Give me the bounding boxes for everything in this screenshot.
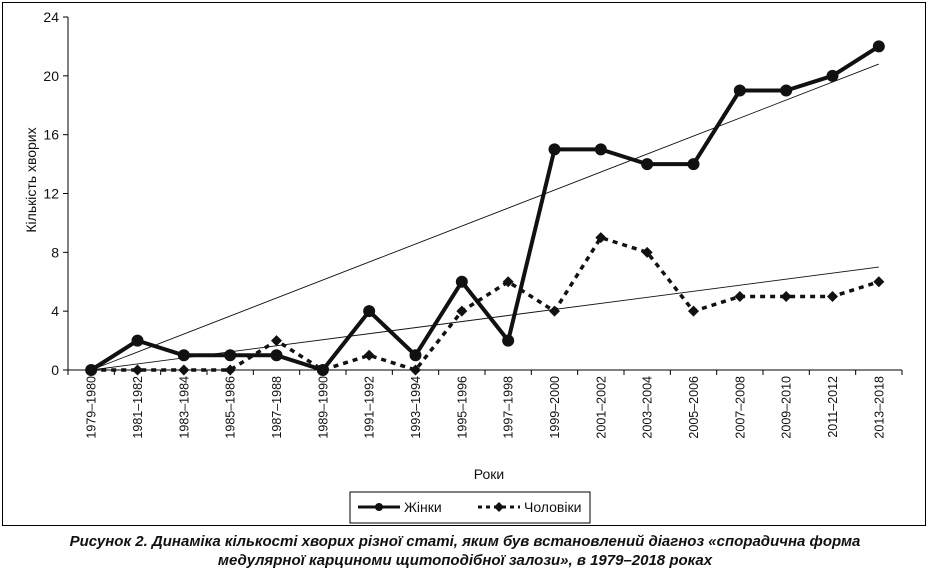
data-point-women [270, 349, 283, 362]
x-tick-label: 2013–2018 [872, 376, 886, 439]
caption-line-2: медулярної карциноми щитоподібної залози… [217, 552, 713, 569]
x-tick-label: 1997–1998 [502, 376, 516, 439]
x-tick-labels: 1979–1980 1981–1982 1983–1984 1985–1986 1987… [85, 376, 887, 439]
x-tick-label: 2005–2006 [687, 376, 701, 439]
data-point-women [316, 364, 329, 376]
x-axis-label: Роки [474, 466, 504, 482]
data-point-women [733, 84, 746, 97]
legend-women-marker [375, 503, 383, 511]
data-point-men [178, 364, 190, 376]
data-point-men [456, 305, 468, 317]
data-point-women [548, 143, 561, 156]
y-tick-labels: 0 4 8 12 16 20 24 [43, 9, 59, 378]
data-point-men [132, 364, 143, 376]
data-point-women [363, 305, 376, 318]
trendline-women [91, 63, 879, 371]
chart-series [85, 40, 885, 376]
data-point-men [549, 305, 560, 317]
data-point-women [224, 349, 237, 362]
data-point-men [595, 232, 607, 244]
data-point-men [224, 364, 236, 376]
data-point-men [502, 276, 514, 288]
y-tick-label: 24 [43, 9, 59, 25]
x-tick-label: 2003–2004 [641, 376, 655, 439]
x-tick-label: 1993–1994 [409, 376, 423, 439]
x-tick-label: 1989–1990 [316, 376, 330, 439]
data-point-women [872, 40, 885, 53]
data-point-men [734, 290, 746, 302]
data-point-women [409, 349, 422, 362]
data-point-men [641, 246, 653, 258]
series-line-men [91, 235, 880, 372]
y-tick-label: 20 [43, 68, 59, 84]
data-point-men [410, 364, 421, 376]
data-point-men [363, 349, 375, 361]
data-point-women [687, 158, 700, 171]
legend-women-label: Жінки [404, 499, 442, 515]
x-tick-label: 1991–1992 [363, 376, 377, 439]
data-point-women [780, 84, 793, 97]
legend-men-marker [494, 502, 504, 512]
data-point-women [85, 364, 98, 376]
x-tick-label: 1985–1986 [224, 376, 238, 439]
legend-men-label: Чоловіки [524, 499, 581, 515]
data-point-women [131, 334, 144, 347]
data-point-women [502, 334, 515, 347]
y-tick-label: 0 [51, 362, 59, 378]
data-point-women [455, 275, 468, 288]
x-tick-label: 2007–2008 [733, 376, 747, 439]
x-tick-label: 1987–1988 [270, 376, 284, 439]
series-line-women [90, 44, 880, 372]
data-point-men [873, 276, 885, 288]
data-point-women [177, 349, 190, 362]
data-point-men [780, 290, 792, 302]
x-tick-label: 2001–2002 [594, 376, 608, 439]
data-point-women [594, 143, 607, 156]
trendlines [91, 63, 879, 371]
data-point-men [688, 305, 699, 317]
data-point-women [641, 158, 654, 171]
trendline-men [91, 266, 879, 371]
legend: Жінки Чоловіки [349, 491, 591, 524]
data-point-women [826, 69, 839, 82]
figure-caption: Рисунок 2. Динаміка кількості хворих різ… [0, 532, 930, 570]
x-tick-label: 2011–2012 [826, 376, 840, 438]
x-tick-label: 1983–1984 [177, 376, 191, 439]
chart-axes [63, 16, 903, 375]
y-axis-label: Кількість хворих [23, 127, 39, 232]
x-tick-label: 1995–1996 [455, 376, 469, 439]
y-tick-label: 12 [43, 186, 59, 202]
x-tick-label: 1981–1982 [131, 376, 145, 439]
data-point-men [827, 290, 838, 302]
x-tick-label: 1979–1980 [85, 376, 99, 439]
y-tick-label: 4 [51, 303, 59, 319]
y-tick-label: 16 [43, 127, 59, 143]
x-tick-label: 1999–2000 [548, 376, 562, 439]
caption-line-1: Рисунок 2. Динаміка кількості хворих різ… [69, 533, 861, 550]
x-tick-label: 2009–2010 [780, 376, 794, 439]
data-point-men [271, 335, 282, 347]
y-tick-label: 8 [51, 244, 59, 260]
